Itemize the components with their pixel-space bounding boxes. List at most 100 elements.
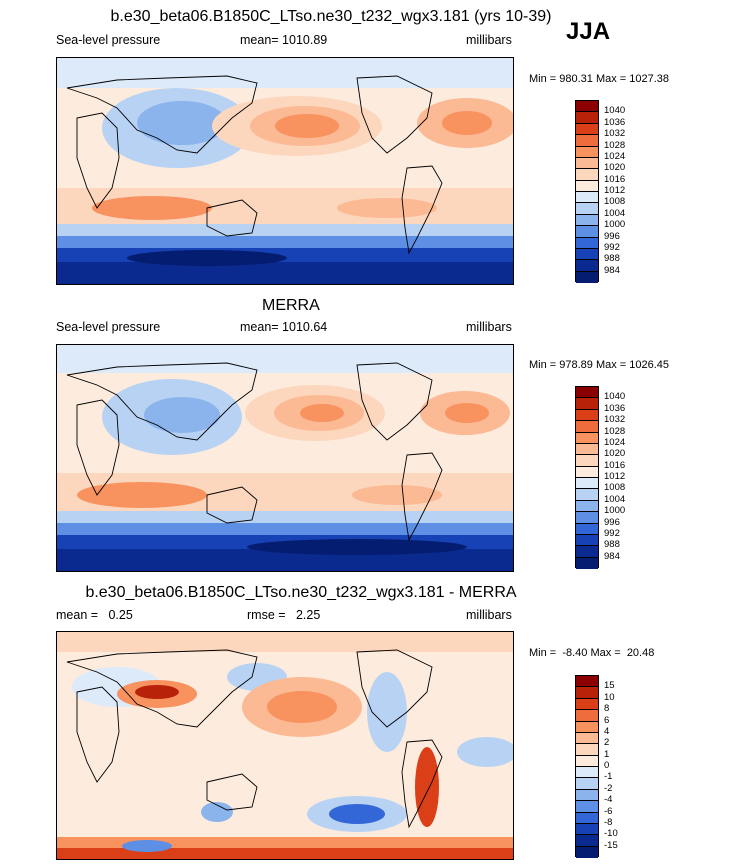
panel1-colorbar-swatch xyxy=(576,123,598,136)
panel3-colorbar-tick: -4 xyxy=(604,794,613,806)
panel3-minmax: Min = -8.40 Max = 20.48 xyxy=(529,647,655,659)
panel1-field xyxy=(57,58,513,284)
panel3-colorbar-tick: -15 xyxy=(604,839,618,851)
panel3-antarctic-negative xyxy=(122,840,172,852)
panel1-colorbar-tick: 1032 xyxy=(604,128,626,140)
panel3-colorbar-swatch xyxy=(576,823,598,836)
panel3-colorbar-tick: 15 xyxy=(604,680,615,692)
panel2-colorbar-swatch xyxy=(576,409,598,422)
panel3-colorbar-swatch xyxy=(576,732,598,745)
panel3-colorbar-swatch xyxy=(576,755,598,767)
panel3-colorbar-tick: 8 xyxy=(604,703,610,715)
panel2-title: MERRA xyxy=(262,297,320,314)
panel3-colorbar-tick: 10 xyxy=(604,691,615,703)
panel3-antarctic-positive-core xyxy=(57,848,513,859)
panel1-colorbar-tick: 1020 xyxy=(604,162,626,174)
panel1-minmax: Min = 980.31 Max = 1027.38 xyxy=(529,73,670,85)
panel3-colorbar-swatch xyxy=(576,812,598,824)
panel3-colorbar-swatch xyxy=(576,789,598,802)
panel2-colorbar-tick: 984 xyxy=(604,550,620,562)
panel2-colorbar-tick: 1040 xyxy=(604,391,626,403)
panel3-south-pacific-negative-core xyxy=(329,804,385,824)
panel1-colorbar-tick: 1016 xyxy=(604,173,626,185)
panel2-colorbar-swatch xyxy=(576,557,598,569)
panel2-azores-high-core xyxy=(445,403,489,423)
panel2-colorbar-tick: 1024 xyxy=(604,436,626,448)
panel3-colorbar-tick: -10 xyxy=(604,828,618,840)
panel3-colorbar-tick: -1 xyxy=(604,771,613,783)
panel1-left-label: Sea-level pressure xyxy=(56,33,161,47)
panel3-colorbar-swatch xyxy=(576,744,598,756)
panel1-band-1008 xyxy=(57,224,513,236)
panel2-colorbar-tick: 1000 xyxy=(604,505,626,517)
panel2-colorbar-swatch xyxy=(576,466,598,478)
panel2-arctic-band xyxy=(57,345,513,373)
panel1-colorbar-swatch xyxy=(576,112,598,124)
panel1-colorbar-swatch xyxy=(576,157,598,170)
panel2-colorbar-tick: 1016 xyxy=(604,459,626,471)
panel3-colorbar-swatch xyxy=(576,721,598,733)
panel1-colorbar-tick: 988 xyxy=(604,253,620,265)
panel2-band-1008 xyxy=(57,511,513,523)
panel2-colorbar-swatch xyxy=(576,512,598,524)
panel3-colorbar-tick: 2 xyxy=(604,737,610,749)
panel2-colorbar-swatch xyxy=(576,500,598,513)
panel2-colorbar-tick: 1032 xyxy=(604,414,626,426)
panel3-colorbar-tick: -6 xyxy=(604,805,613,817)
panel2-colorbar-tick: 996 xyxy=(604,516,620,528)
panel1-coastlines xyxy=(66,75,443,255)
panel1-colorbar-swatch xyxy=(576,101,598,113)
panel2-colorbar-swatch xyxy=(576,546,598,558)
panel3-pacific-positive-core xyxy=(267,691,337,723)
panel1-band-996 xyxy=(57,236,513,248)
panel2-band-996 xyxy=(57,523,513,535)
panel2-south-pacific-high xyxy=(352,485,442,505)
panel2-colorbar xyxy=(575,386,599,569)
panel2-colorbar-tick: 992 xyxy=(604,527,620,539)
panel3-colorbar-swatch xyxy=(576,687,598,699)
panel2-map xyxy=(56,344,514,572)
panel2-colorbar-tick: 1036 xyxy=(604,402,626,414)
panel3-colorbar-tick: 0 xyxy=(604,760,610,771)
panel2-coastlines xyxy=(66,362,443,542)
panel2-colorbar-swatch xyxy=(576,478,598,490)
panel2-field xyxy=(57,345,513,571)
panel2-colorbar-tick: 988 xyxy=(604,539,620,551)
panel1-colorbar-tick: 984 xyxy=(604,264,620,276)
panel2-colorbar-tick: 1028 xyxy=(604,425,626,437)
panel2-center-label: mean= 1010.64 xyxy=(240,320,328,334)
panel1-center-label: mean= 1010.89 xyxy=(240,33,328,47)
panel3-map xyxy=(56,631,514,860)
panel1-band-988 xyxy=(57,248,513,262)
panel3-indian-ocean-negative xyxy=(201,802,233,822)
panel1-colorbar xyxy=(575,100,599,283)
panel3-andes-positive xyxy=(415,747,439,827)
panel3-colorbar-tick: 4 xyxy=(604,725,610,737)
panel3-colorbar-swatch xyxy=(576,846,598,858)
panel1-arctic-band xyxy=(57,58,513,88)
panel1-colorbar-tick: 1004 xyxy=(604,207,626,219)
panel2-colorbar-tick: 1012 xyxy=(604,471,626,482)
panel2-left-label: Sea-level pressure xyxy=(56,320,161,334)
panel3-colorbar-swatch xyxy=(576,767,598,779)
panel2-asian-low-core xyxy=(144,397,220,433)
panel1-colorbar-swatch xyxy=(576,260,598,272)
panel2-right-label: millibars xyxy=(466,320,512,334)
panel2-colorbar-swatch xyxy=(576,455,598,467)
panel3-colorbar-tick: -2 xyxy=(604,782,613,794)
panel3-colorbar-swatch xyxy=(576,778,598,790)
panel3-americas-negative xyxy=(367,672,407,752)
season-label: JJA xyxy=(566,18,611,45)
panel1-colorbar-tick: 1008 xyxy=(604,196,626,208)
panel3-right-label: millibars xyxy=(466,608,512,622)
panel3-tibet-positive-core xyxy=(135,685,179,699)
panel3-rmse-label: rmse = 2.25 xyxy=(247,608,321,622)
panel2-colorbar-swatch xyxy=(576,489,598,501)
panel3-title: b.e30_beta06.B1850C_LTso.ne30_t232_wgx3.… xyxy=(85,584,517,601)
panel2-colorbar-tick: 1008 xyxy=(604,482,626,494)
panel3-colorbar-swatch xyxy=(576,710,598,722)
panel2-pacific-high-core xyxy=(300,404,344,422)
panel1-colorbar-tick: 1028 xyxy=(604,139,626,151)
panel3-atlantic-negative xyxy=(457,737,513,767)
panel1-band-984 xyxy=(57,262,513,284)
